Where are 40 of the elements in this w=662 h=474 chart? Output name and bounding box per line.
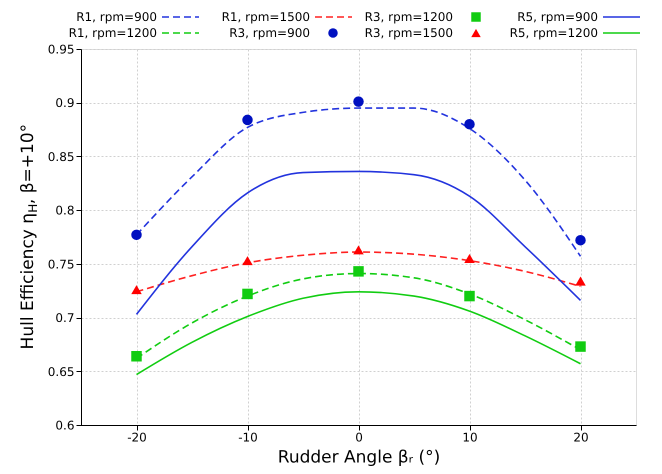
line-series	[136, 290, 582, 376]
point	[131, 230, 142, 240]
y-tick-label: 0.85	[48, 150, 74, 164]
legend-label: R1, rpm=1200	[68, 26, 157, 40]
legend-label: R5, rpm=1200	[510, 26, 598, 40]
legend-label: R1, rpm=1500	[222, 10, 310, 24]
y-tick-label: 0.8	[55, 204, 74, 218]
legend-label: R1, rpm=900	[76, 10, 157, 24]
legend-label: R3, rpm=1500	[364, 26, 453, 40]
legend-label: R3, rpm=900	[229, 26, 310, 40]
legend-label: R3, rpm=1200	[364, 10, 453, 24]
point	[242, 256, 253, 266]
y-tick-label: 0.7	[55, 311, 74, 326]
point	[242, 114, 253, 126]
point	[464, 290, 475, 302]
point	[575, 234, 586, 246]
x-tick-label: 0	[355, 430, 363, 444]
point	[353, 266, 364, 277]
point	[353, 96, 364, 107]
x-tick-label: 20	[573, 430, 589, 444]
line-series	[136, 170, 582, 316]
point	[131, 351, 142, 362]
x-tick-label: -20	[127, 430, 147, 444]
y-tick-label: 0.6	[55, 418, 74, 432]
x-tick-label: -10	[238, 430, 258, 444]
y-tick-label: 0.95	[48, 42, 74, 56]
legend-label: R5, rpm=900	[517, 10, 598, 24]
point	[464, 118, 475, 130]
point	[131, 285, 142, 294]
point	[575, 341, 586, 352]
point	[464, 254, 475, 264]
point	[242, 288, 253, 300]
y-tick-label: 0.65	[48, 364, 74, 379]
point	[575, 276, 586, 286]
y-tick-label: 0.75	[48, 257, 74, 272]
x-axis-title: Rudder Angle βᵣ (°)	[278, 448, 440, 468]
x-tick-label: 10	[462, 430, 478, 444]
y-tick-label: 0.9	[55, 96, 74, 110]
point	[353, 245, 364, 254]
y-axis-title: Hull Efficiency ηH, β=+10°	[18, 124, 40, 350]
